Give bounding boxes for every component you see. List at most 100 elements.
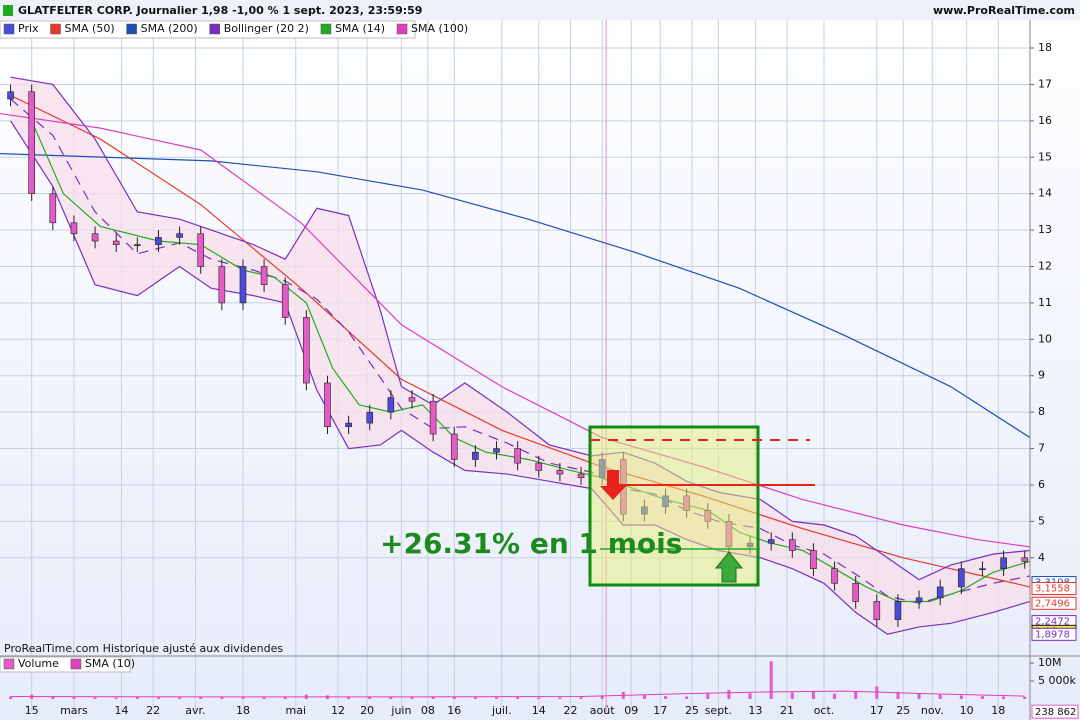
candle-body bbox=[915, 597, 923, 602]
volume-bar bbox=[72, 697, 76, 699]
volume-bar bbox=[600, 695, 604, 699]
volume-bar bbox=[959, 695, 963, 699]
x-tick-label: oct. bbox=[814, 704, 835, 717]
x-tick-label: 25 bbox=[685, 704, 699, 717]
x-tick-label: sept. bbox=[705, 704, 732, 717]
legend-swatch bbox=[126, 23, 137, 35]
header-bar bbox=[0, 0, 1080, 20]
volume-bar bbox=[114, 697, 118, 699]
y-tick-label: 10M bbox=[1038, 656, 1062, 669]
candle-body bbox=[28, 91, 35, 194]
candle-body bbox=[873, 601, 881, 620]
x-tick-label: mai bbox=[286, 704, 307, 717]
candle-body bbox=[831, 568, 838, 584]
candle-body bbox=[49, 193, 57, 224]
volume-bar bbox=[727, 690, 731, 699]
volume-bar bbox=[283, 696, 287, 699]
candle-body bbox=[134, 244, 141, 246]
legend-swatch bbox=[209, 23, 220, 35]
candle-body bbox=[91, 233, 99, 242]
legend-label: SMA (50) bbox=[65, 22, 115, 35]
volume-bar bbox=[93, 697, 97, 699]
band-middle bbox=[10, 98, 1031, 604]
value-label: 2,2472 bbox=[1035, 617, 1070, 628]
candle-body bbox=[239, 266, 247, 304]
value-box bbox=[1031, 704, 1079, 719]
volume-bar bbox=[811, 691, 815, 699]
volume-bar bbox=[473, 697, 477, 699]
x-tick-label: 22 bbox=[146, 704, 160, 717]
volume-bar bbox=[1023, 696, 1027, 699]
candle-body bbox=[345, 422, 352, 428]
volume-bar bbox=[833, 693, 837, 699]
volume-bar bbox=[431, 696, 435, 699]
volume-bar bbox=[579, 697, 583, 699]
candle-body bbox=[155, 237, 162, 245]
band-lower bbox=[10, 120, 1031, 635]
y-tick-label: 4 bbox=[1038, 551, 1045, 564]
band-upper bbox=[10, 76, 1031, 581]
legend-swatch bbox=[3, 658, 15, 670]
candle-body bbox=[218, 266, 226, 304]
x-tick-label: juil. bbox=[491, 704, 512, 717]
x-tick-label: avr. bbox=[185, 704, 205, 717]
x-tick-label: 09 bbox=[624, 704, 638, 717]
candle-body bbox=[408, 397, 416, 402]
x-tick-label: nov. bbox=[921, 704, 944, 717]
volume-sma bbox=[10, 690, 1025, 698]
volume-bar bbox=[1002, 696, 1006, 699]
volume-bar bbox=[389, 697, 393, 699]
legend-label: SMA (10) bbox=[85, 657, 135, 670]
candle-body bbox=[767, 539, 775, 544]
legend-bg bbox=[0, 656, 131, 673]
y-tick-label: 17 bbox=[1038, 77, 1052, 90]
value-box bbox=[1031, 627, 1077, 641]
volume-bar bbox=[199, 696, 203, 699]
volume-bar bbox=[748, 693, 752, 699]
candle-body bbox=[535, 462, 543, 471]
annotation-group: +26.31% en 1 mois bbox=[380, 425, 815, 587]
candle-body bbox=[176, 233, 183, 238]
legend-bg bbox=[0, 20, 416, 39]
value-label: 2,7496 bbox=[1035, 598, 1070, 609]
x-tick-label: 14 bbox=[114, 704, 128, 717]
band-fill bbox=[10, 77, 1031, 635]
up-arrow bbox=[714, 551, 744, 583]
legend-label: SMA (100) bbox=[411, 22, 468, 35]
legend-label: SMA (200) bbox=[141, 22, 198, 35]
candle-body bbox=[472, 451, 479, 460]
legend-swatch bbox=[396, 23, 408, 35]
volume-bar bbox=[51, 696, 55, 699]
candle-body bbox=[429, 400, 437, 435]
chart-title: GLATFELTER CORP. Journalier 1,98 -1,00 %… bbox=[18, 4, 422, 17]
legend-swatch bbox=[320, 23, 332, 35]
x-tick-label: 17 bbox=[653, 704, 667, 717]
plot-area: 4 5 6 7 8 9 10 11 12 13 14 15 16 17 18 15 mars 14 22 avr. 18… bbox=[0, 20, 1079, 719]
app-icon bbox=[3, 5, 13, 16]
x-tick-label: août bbox=[590, 704, 615, 717]
y-tick-label: 16 bbox=[1038, 114, 1052, 127]
candle-body bbox=[958, 568, 965, 588]
volume-bar bbox=[769, 661, 773, 699]
volume-bar bbox=[917, 693, 921, 699]
source: www.ProRealTime.com bbox=[933, 4, 1075, 17]
legend-swatch bbox=[70, 658, 82, 670]
volume-bar bbox=[178, 697, 182, 699]
y-tick-label: 14 bbox=[1038, 187, 1052, 200]
sma-line bbox=[10, 94, 1031, 588]
candle-body bbox=[70, 222, 78, 235]
candle-body bbox=[894, 601, 902, 620]
value-box bbox=[1031, 596, 1077, 610]
annotation: +26.31% en 1 mois bbox=[380, 527, 682, 560]
legend-label: Bollinger (20 2) bbox=[224, 22, 309, 35]
candle-body bbox=[303, 317, 310, 384]
x-tick-label: 15 bbox=[25, 704, 39, 717]
candle-body bbox=[789, 539, 796, 551]
volume-bar bbox=[642, 694, 646, 699]
sma-line bbox=[0, 153, 1031, 439]
volume-bar bbox=[685, 696, 689, 699]
volume-bar bbox=[896, 691, 900, 699]
candle-body bbox=[556, 470, 564, 475]
x-tick-label: 18 bbox=[991, 704, 1005, 717]
